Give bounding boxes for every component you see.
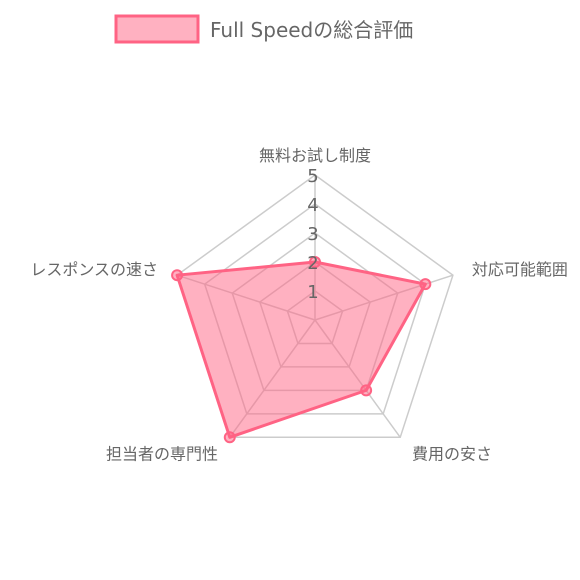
series-area [175, 260, 427, 439]
radar-series [171, 256, 432, 444]
data-point-3[interactable] [223, 431, 236, 444]
legend-label: Full Speedの総合評価 [210, 18, 413, 42]
legend[interactable]: Full Speedの総合評価 [114, 14, 413, 44]
data-point-4[interactable] [171, 269, 184, 282]
radial-tick-label: 2 [307, 253, 318, 274]
data-point-0[interactable] [309, 256, 321, 268]
axis-label: レスポンスの速さ [30, 260, 158, 279]
axis-label: 費用の安さ [412, 444, 492, 463]
radial-ticks: 1 2 3 4 5 [307, 166, 318, 303]
data-point-1[interactable] [419, 278, 432, 291]
radial-tick-label: 4 [307, 195, 318, 216]
data-point-2[interactable] [360, 384, 373, 397]
radial-tick-label: 3 [307, 224, 318, 245]
radial-tick-label: 1 [307, 282, 318, 303]
grid-ring-5 [176, 174, 454, 439]
radial-tick-label: 5 [307, 166, 318, 187]
axis-label: 担当者の専門性 [106, 444, 218, 463]
legend-swatch [114, 14, 200, 44]
axis-label: 無料お試し制度 [259, 146, 371, 165]
axis-label: 対応可能範囲 [472, 260, 568, 279]
